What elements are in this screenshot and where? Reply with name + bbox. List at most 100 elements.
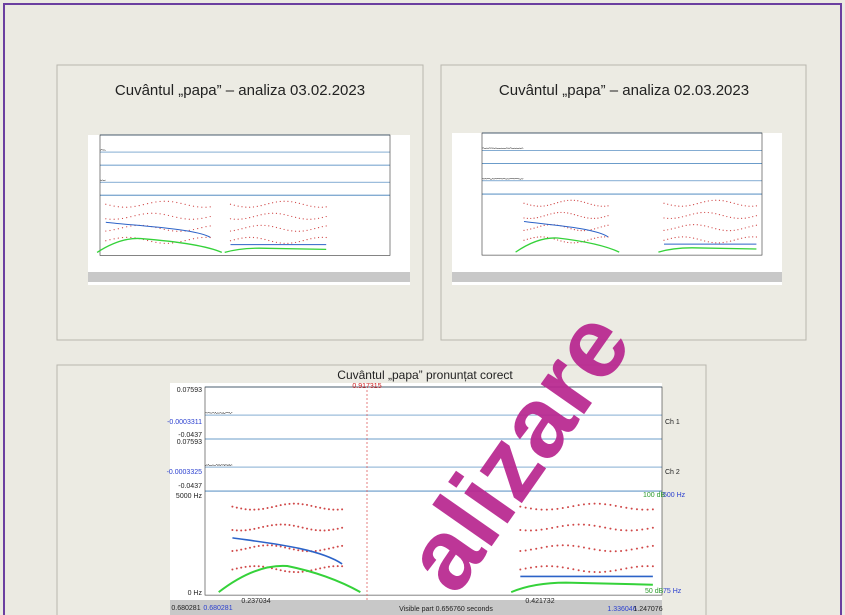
formant-dot xyxy=(523,217,525,219)
formant-dot xyxy=(674,217,676,219)
view-bg xyxy=(88,135,410,285)
formant-dot xyxy=(266,507,269,510)
formant-dot xyxy=(260,205,262,207)
pitch xyxy=(523,221,757,245)
formant-dot xyxy=(533,236,535,239)
formant-dot xyxy=(249,236,251,238)
formant-dot xyxy=(722,241,724,244)
formant-dot xyxy=(279,523,282,526)
formant-dot xyxy=(319,529,322,532)
formant-dot xyxy=(582,523,585,526)
formant-dot xyxy=(197,218,199,220)
formant-dot xyxy=(146,239,149,242)
formant-dot xyxy=(625,506,628,509)
label: 0.07593 xyxy=(177,439,202,446)
formant-dot xyxy=(117,237,119,239)
formant-dot xyxy=(284,503,287,506)
formant-dot xyxy=(546,236,549,239)
label: 100 dB xyxy=(643,492,666,499)
formant-dot xyxy=(715,228,717,230)
formant-dot xyxy=(543,224,545,226)
formant-dot xyxy=(245,227,247,229)
formant-dot xyxy=(264,204,266,206)
formant-dot xyxy=(275,505,278,508)
formant-dot xyxy=(755,236,758,238)
pitch xyxy=(232,537,653,578)
formant-dot xyxy=(570,228,572,230)
formant-dot xyxy=(284,570,287,573)
formant-dot xyxy=(689,224,691,226)
formant-dot xyxy=(146,212,149,215)
formant-dot xyxy=(310,238,312,240)
formant-dot xyxy=(670,228,672,230)
formant-dot xyxy=(674,205,676,207)
formant-dot xyxy=(635,565,638,568)
formant-dot xyxy=(184,240,186,242)
formant-dot xyxy=(685,215,687,217)
formant-dot xyxy=(718,229,721,231)
formant-dot xyxy=(130,236,132,239)
formant-dot xyxy=(556,544,559,547)
formant-dot xyxy=(567,227,569,229)
formant-dot xyxy=(291,242,293,244)
formant-dot xyxy=(172,230,174,232)
formant-dot xyxy=(748,226,750,228)
formant-dot xyxy=(184,203,186,205)
formant-dot xyxy=(646,527,649,530)
formant-dot xyxy=(523,239,525,241)
formant-dot xyxy=(231,550,234,553)
formant-dot xyxy=(279,242,281,244)
formant-dot xyxy=(209,215,211,218)
formant-dot xyxy=(327,508,330,511)
formant-dot xyxy=(332,546,335,549)
formant-dot xyxy=(325,215,327,218)
formant-dot xyxy=(291,230,293,232)
formant-dot xyxy=(590,229,592,231)
formant-dot xyxy=(535,565,538,568)
formant-dot xyxy=(302,230,304,232)
formant-dot xyxy=(744,205,746,207)
label: -0.0437 xyxy=(178,432,202,439)
formant-dot xyxy=(607,224,609,226)
formant-dot xyxy=(323,566,326,569)
label: 1.247076 xyxy=(633,606,662,613)
formant-dot xyxy=(646,545,649,548)
label: -0.0437 xyxy=(178,483,202,490)
formant-dot xyxy=(667,217,669,219)
formant-dot xyxy=(130,206,132,208)
formant-dot xyxy=(597,236,599,239)
formant-dot xyxy=(614,504,617,507)
formant-dot xyxy=(553,203,555,205)
formant-dot xyxy=(279,569,282,572)
formant-dot xyxy=(726,200,728,203)
formant-dot xyxy=(563,211,565,214)
formant-dot xyxy=(704,211,706,214)
formant-dot xyxy=(306,204,308,206)
formant-dot xyxy=(159,213,161,215)
formant-dot xyxy=(233,218,235,220)
waveform xyxy=(99,179,106,181)
formant-dot xyxy=(292,524,295,527)
formant-dot xyxy=(252,236,255,239)
formant-dot xyxy=(670,237,672,239)
formant-dot xyxy=(545,508,548,511)
formant-dot xyxy=(588,524,591,527)
formant-dot xyxy=(327,565,330,568)
formant-dot xyxy=(625,529,628,532)
formant-dot xyxy=(209,206,211,208)
formant-dot xyxy=(288,502,291,505)
sound-view xyxy=(452,132,782,285)
formant-dot xyxy=(744,236,746,239)
formant-dot xyxy=(573,213,576,216)
formant-dot xyxy=(325,236,327,239)
formant-dot xyxy=(302,218,304,220)
formant-dot xyxy=(614,528,617,531)
formant-dot xyxy=(577,504,580,507)
footer-bar: 0.680281 0.680281 0.237034 Visible part … xyxy=(170,598,663,615)
formant-dot xyxy=(327,529,330,532)
view-bg xyxy=(452,133,782,285)
formant-dot xyxy=(722,214,724,217)
formant-dot xyxy=(260,224,262,226)
formant-dot xyxy=(529,566,532,569)
formant-dot xyxy=(587,202,589,204)
